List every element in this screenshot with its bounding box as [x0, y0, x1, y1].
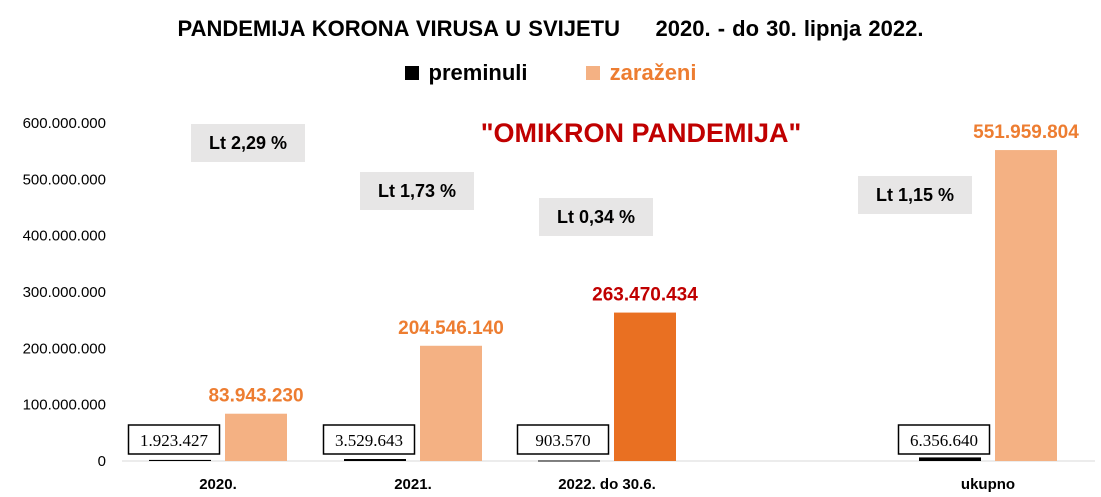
data-label-zarazeni: 83.943.230	[208, 386, 303, 407]
bar-preminuli	[538, 460, 600, 462]
data-label-preminuli: 903.570	[535, 431, 590, 450]
bar-zarazeni	[995, 150, 1057, 462]
lethality-note-box	[858, 176, 972, 214]
bar-zarazeni	[614, 312, 676, 461]
bar-zarazeni	[225, 413, 287, 461]
x-category-label: 2021.	[394, 476, 432, 493]
lethality-note-box	[191, 124, 305, 162]
data-label-zarazeni: 204.546.140	[398, 318, 504, 339]
legend-item-preminuli: preminuli	[404, 60, 528, 86]
data-label-zarazeni: 263.470.434	[592, 285, 698, 306]
x-category-label: 2022. do 30.6.	[558, 476, 656, 493]
data-label-box-preminuli	[127, 424, 221, 455]
bar-preminuli	[344, 459, 406, 461]
y-tick-label: 100.000.000	[23, 397, 106, 414]
bar-preminuli	[149, 459, 211, 461]
y-tick-label: 0	[98, 453, 106, 470]
lethality-note: Lt 1,73 %	[378, 181, 456, 201]
legend-swatch-zarazeni	[585, 66, 600, 80]
y-tick-label: 200.000.000	[23, 340, 106, 357]
x-category-label: 2020.	[199, 476, 237, 493]
legend-label-preminuli: preminuli	[428, 60, 528, 85]
data-label-box-preminuli	[516, 424, 610, 455]
y-tick-label: 600.000.000	[23, 115, 106, 132]
lethality-note: Lt 0,34 %	[557, 207, 635, 227]
lethality-note-box	[539, 198, 653, 236]
legend-item-zarazeni: zaraženi	[585, 60, 697, 86]
bar-zarazeni	[420, 345, 482, 461]
y-tick-label: 500.000.000	[23, 171, 106, 188]
data-label-preminuli: 3.529.643	[335, 431, 403, 450]
omikron-annotation: "OMIKRON PANDEMIJA"	[481, 118, 802, 148]
chart-legend: preminuli zaraženi	[0, 60, 1101, 86]
bar-preminuli	[919, 457, 981, 461]
lethality-note-box	[360, 172, 474, 210]
y-tick-label: 300.000.000	[23, 284, 106, 301]
lethality-note: Lt 2,29 %	[209, 133, 287, 153]
data-label-box-preminuli	[322, 424, 416, 455]
data-label-zarazeni: 551.959.804	[973, 122, 1079, 143]
data-label-preminuli: 6.356.640	[910, 431, 978, 450]
chart-title: PANDEMIJA KORONA VIRUSA U SVIJETU 2020. …	[177, 16, 924, 41]
legend-label-zarazeni: zaraženi	[609, 60, 697, 85]
x-category-label: ukupno	[961, 476, 1015, 493]
data-label-preminuli: 1.923.427	[140, 431, 209, 450]
lethality-note: Lt 1,15 %	[876, 185, 954, 205]
legend-swatch-preminuli	[404, 66, 419, 80]
data-label-box-preminuli	[897, 424, 991, 455]
y-tick-label: 400.000.000	[23, 228, 106, 245]
